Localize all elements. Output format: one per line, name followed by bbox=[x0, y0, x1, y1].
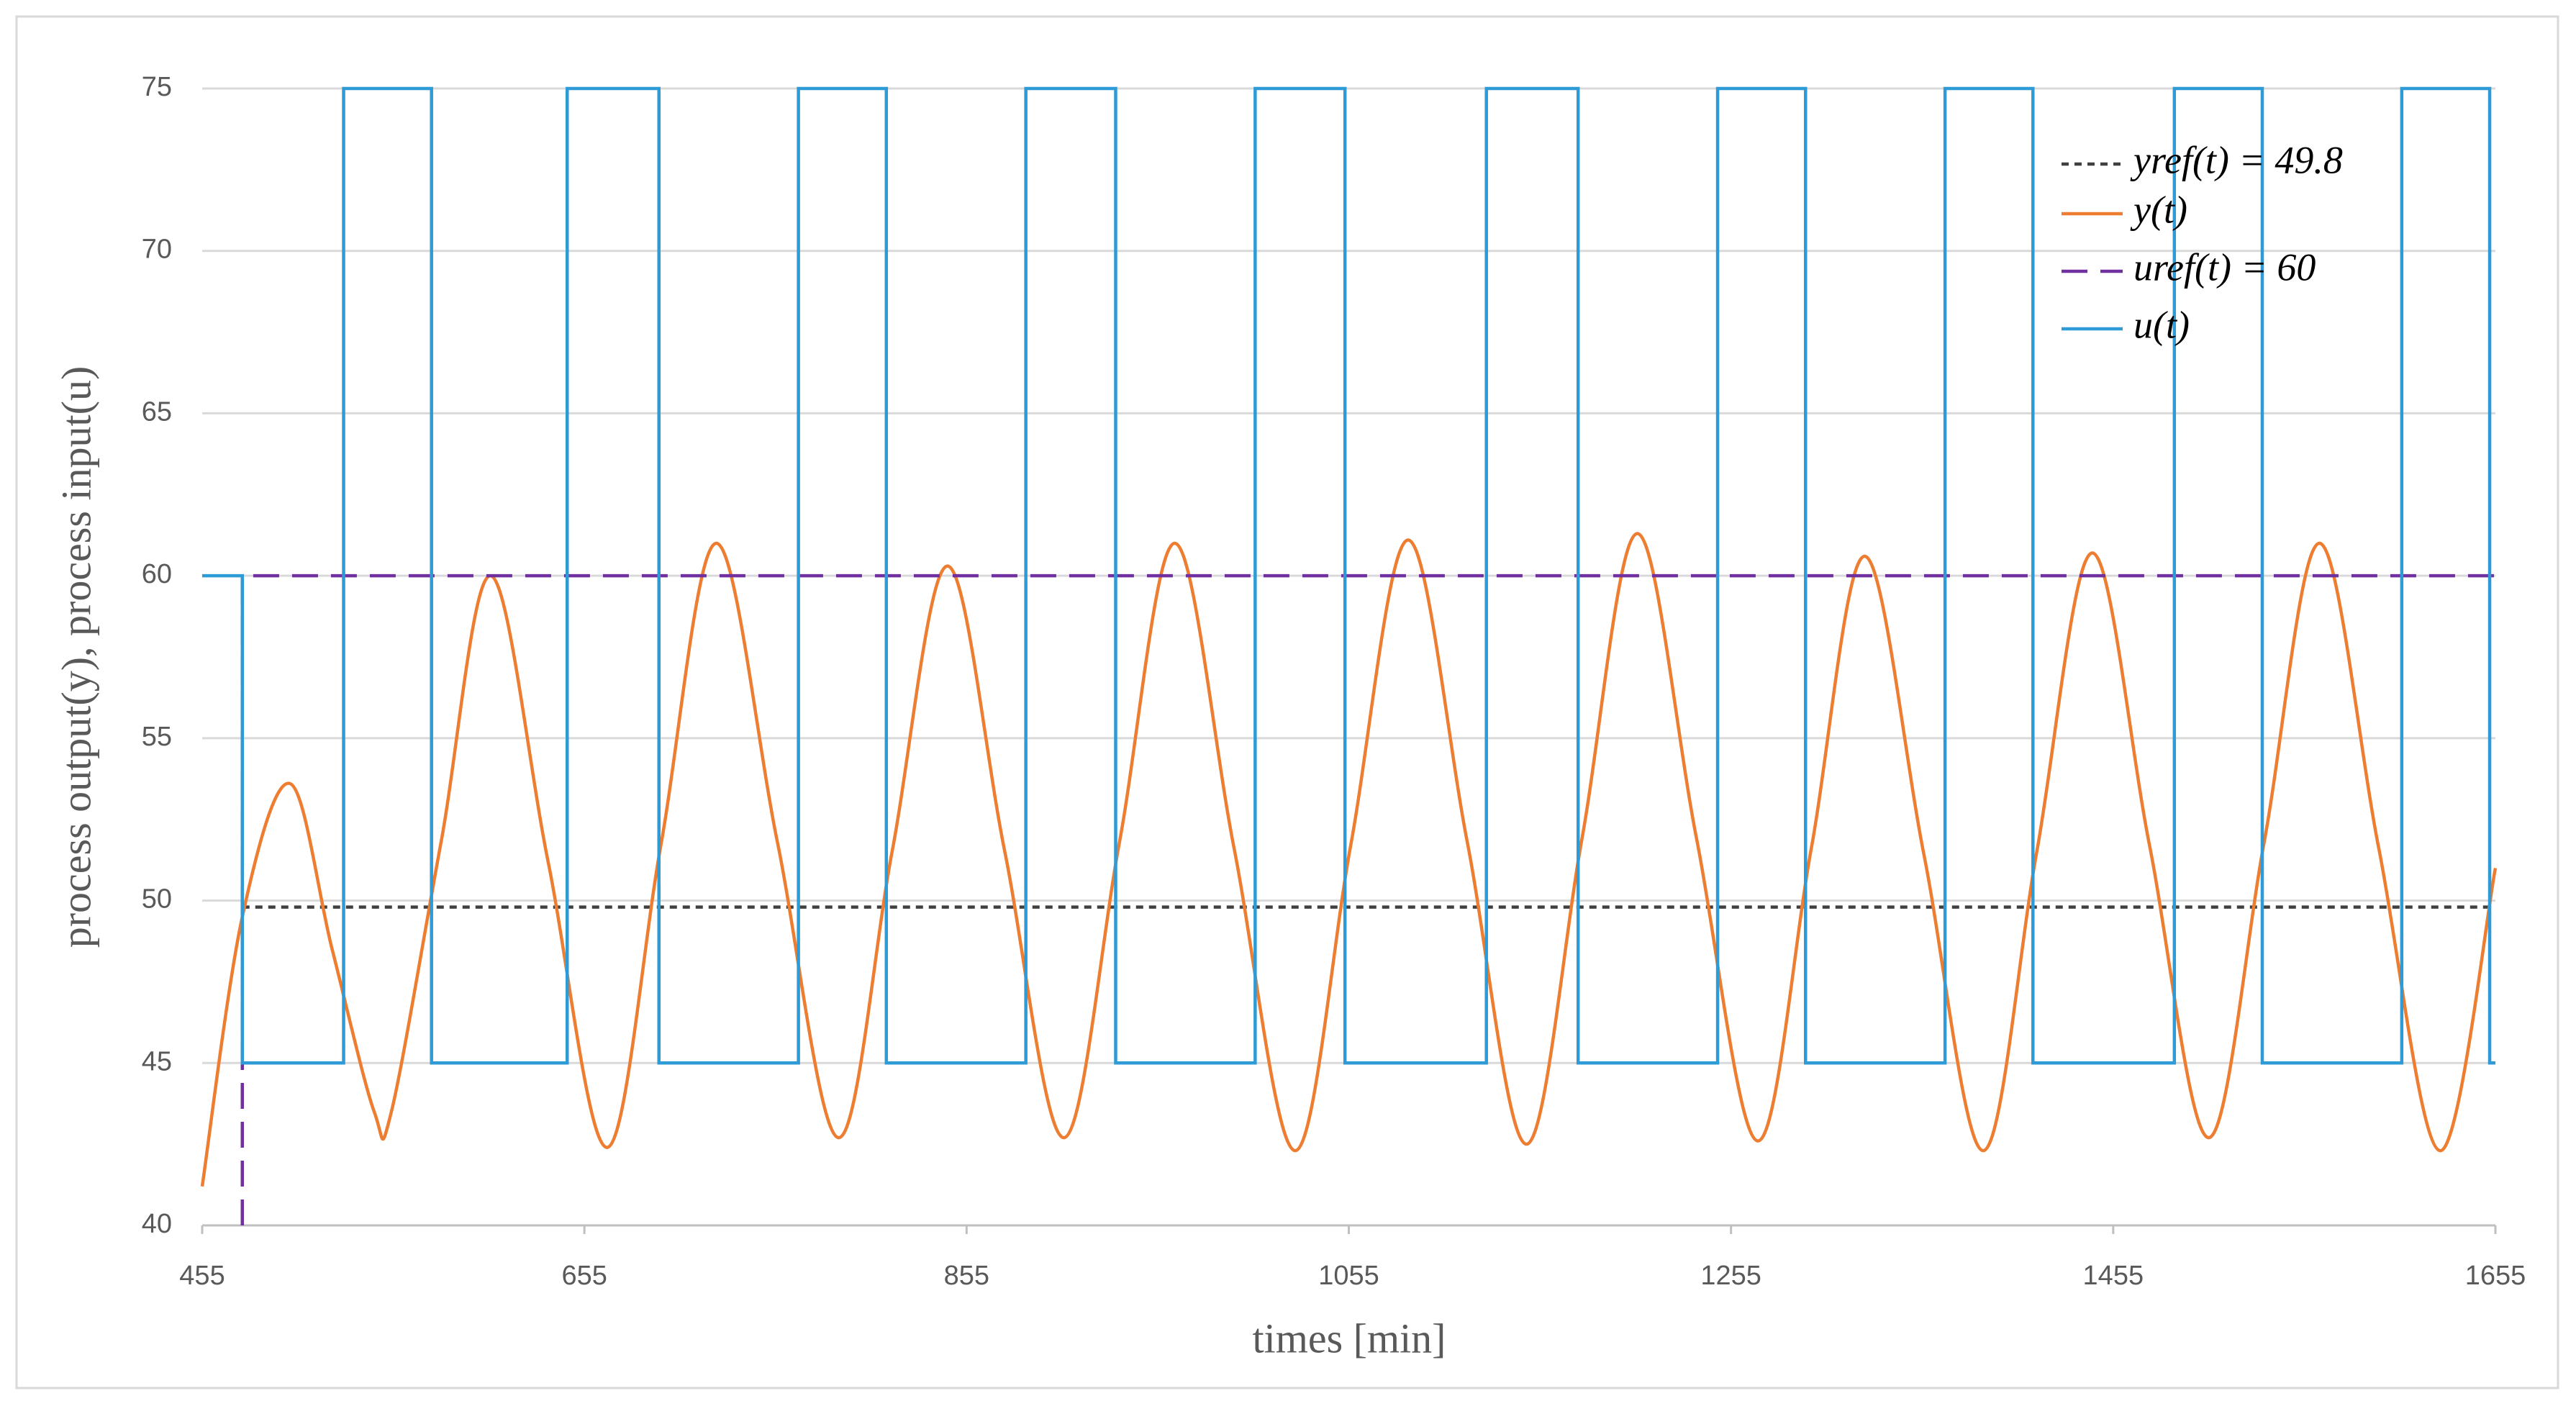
y-tick-label: 70 bbox=[142, 235, 172, 265]
x-tick-label: 855 bbox=[944, 1261, 989, 1291]
y-tick-label: 50 bbox=[142, 884, 172, 915]
y-tick-label: 40 bbox=[142, 1209, 172, 1239]
chart-frame bbox=[15, 15, 2559, 1389]
y-axis-title: process output(y), process input(u) bbox=[53, 366, 99, 948]
legend-label: y(t) bbox=[2130, 188, 2187, 231]
x-tick-label: 1455 bbox=[2083, 1261, 2144, 1291]
series-line bbox=[202, 86, 2495, 1065]
legend-label: uref(t) = 60 bbox=[2133, 245, 2316, 289]
y-tick-label: 75 bbox=[142, 72, 172, 102]
series-line bbox=[200, 532, 2498, 1187]
x-tick-label: 1055 bbox=[1318, 1261, 1379, 1291]
x-tick-label: 655 bbox=[561, 1261, 607, 1291]
x-axis-title: times [min] bbox=[1252, 1315, 1446, 1361]
y-tick-label: 55 bbox=[142, 722, 172, 752]
legend-label: u(t) bbox=[2133, 303, 2190, 346]
x-tick-label: 1255 bbox=[1700, 1261, 1761, 1291]
y-tick-label: 65 bbox=[142, 396, 172, 427]
y-tick-label: 45 bbox=[142, 1046, 172, 1076]
legend-label: yref(t) = 49.8 bbox=[2130, 138, 2343, 181]
x-tick-label: 1655 bbox=[2465, 1261, 2526, 1291]
x-tick-label: 455 bbox=[179, 1261, 225, 1291]
y-tick-label: 60 bbox=[142, 559, 172, 589]
